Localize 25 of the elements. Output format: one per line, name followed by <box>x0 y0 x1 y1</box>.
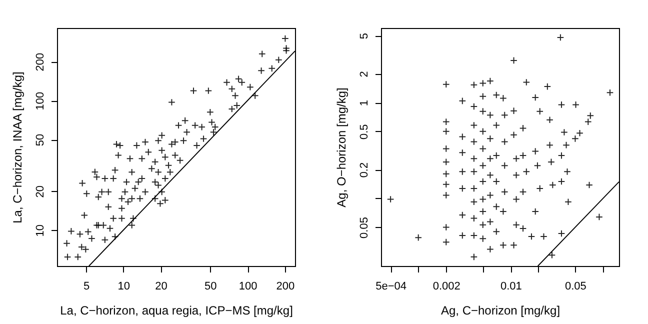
x-tick-label: 0.002 <box>432 280 460 292</box>
x-tick-label: 50 <box>204 280 217 292</box>
x-tick-label: 5e−04 <box>376 280 407 292</box>
y-tick-label: 2 <box>358 71 370 78</box>
y-tick-label: 50 <box>34 134 46 146</box>
x-tick-label: 20 <box>155 280 168 292</box>
x-tick-label: 5 <box>83 280 90 292</box>
y-axis-title: La, C−horizon, INAA [mg/kg] <box>10 72 24 224</box>
y-axis-title: Ag, O−horizon [mg/kg] <box>334 88 348 208</box>
x-tick-label: 10 <box>118 280 130 292</box>
y-tick-label: 0.5 <box>358 124 370 140</box>
y-tick-label: 200 <box>34 52 46 72</box>
x-tick-label: 0.05 <box>565 280 586 292</box>
y-tick-label: 0.05 <box>358 217 370 238</box>
y-tick-label: 0.2 <box>358 162 370 178</box>
x-axis-title: La, C−horizon, aqua regia, ICP−MS [mg/kg] <box>60 304 293 318</box>
y-tick-label: 10 <box>34 224 46 237</box>
y-tick-label: 100 <box>34 92 46 110</box>
y-tick-label: 1 <box>358 100 370 106</box>
x-axis-title: Ag, C−horizon [mg/kg] <box>440 304 560 318</box>
x-tick-label: 0.01 <box>500 280 522 292</box>
x-tick-label: 200 <box>276 280 295 292</box>
x-tick-label: 100 <box>238 280 258 292</box>
y-tick-label: 5 <box>358 33 370 40</box>
y-tick-label: 20 <box>34 185 46 198</box>
